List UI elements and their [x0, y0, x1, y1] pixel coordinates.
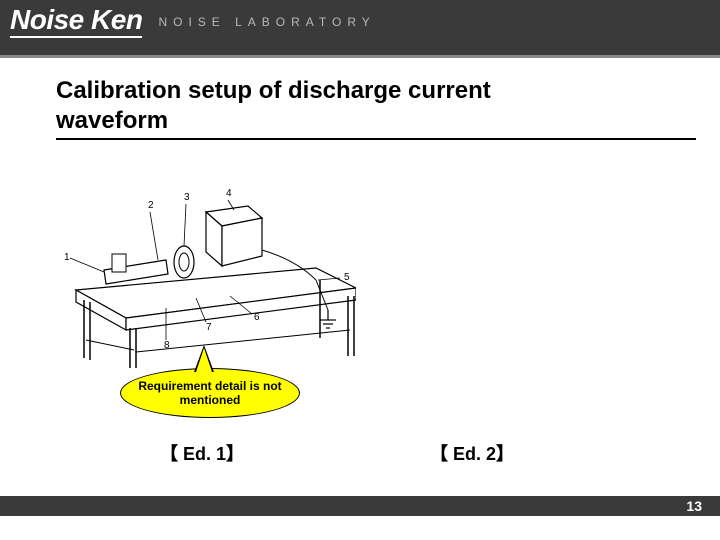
- logo-sub: NOISE LABORATORY: [158, 15, 375, 29]
- svg-text:1: 1: [64, 252, 70, 263]
- svg-text:6: 6: [254, 312, 260, 323]
- title-line1: Calibration setup of discharge current: [56, 76, 686, 106]
- logo: Noise Ken NOISE LABORATORY: [10, 6, 376, 38]
- footer-bar: [0, 496, 720, 516]
- title-underline: [56, 138, 696, 140]
- svg-text:5: 5: [344, 272, 350, 283]
- title-line2: waveform: [56, 106, 686, 136]
- page-number: 13: [686, 498, 702, 514]
- svg-text:2: 2: [148, 200, 154, 211]
- callout-text: Requirement detail is not mentioned: [125, 379, 295, 408]
- svg-text:8: 8: [164, 340, 170, 351]
- svg-text:3: 3: [184, 192, 190, 203]
- callout-pointer: [196, 348, 212, 372]
- callout-bubble: Requirement detail is not mentioned: [120, 368, 300, 418]
- svg-text:4: 4: [226, 188, 232, 199]
- edition-2-label: 【 Ed. 2】: [430, 440, 514, 466]
- calibration-diagram: 1 2 3 4 5 6 7 8: [56, 180, 356, 370]
- header-accent: [0, 55, 720, 58]
- page-title: Calibration setup of discharge current w…: [56, 76, 686, 140]
- logo-main: Noise Ken: [10, 6, 142, 38]
- svg-text:7: 7: [206, 322, 212, 333]
- header-bar: Noise Ken NOISE LABORATORY: [0, 0, 720, 58]
- edition-1-label: 【 Ed. 1】: [160, 440, 244, 466]
